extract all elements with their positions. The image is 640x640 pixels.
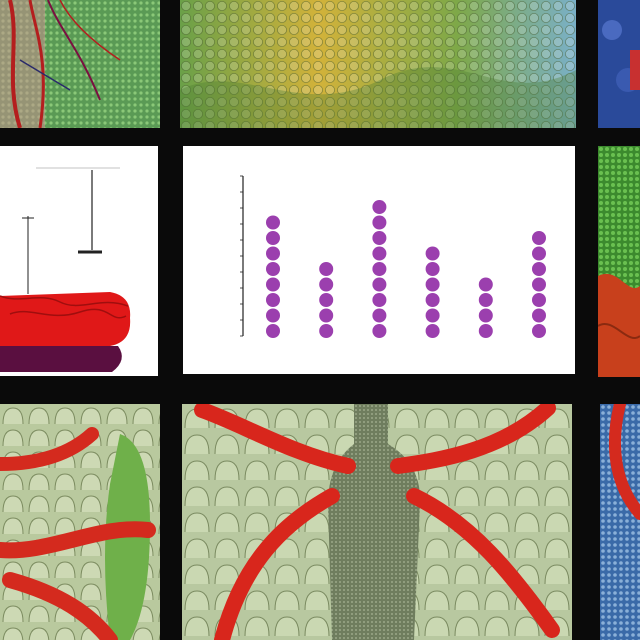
panel-blue-vessel: [600, 404, 640, 640]
panel-central-trunk: [182, 404, 572, 640]
data-dot: [372, 324, 387, 338]
data-dot: [266, 324, 280, 338]
data-dot: [319, 262, 334, 276]
data-dot: [425, 246, 440, 261]
data-dot: [266, 262, 280, 276]
panel-green-red-texture: [598, 146, 640, 382]
dot-column: [425, 246, 440, 338]
data-dot: [319, 277, 334, 292]
data-dot: [478, 293, 493, 307]
tissue-layer: [0, 292, 131, 346]
dot-column: [532, 231, 546, 338]
data-dot: [425, 308, 440, 323]
panel-probe-diagram: [0, 146, 158, 376]
data-dot: [532, 293, 546, 307]
dot-chart-panel: [183, 146, 575, 374]
data-dot: [372, 277, 387, 292]
base-layer: [0, 346, 122, 372]
data-dot: [266, 215, 280, 230]
panel-villi-vessels: [0, 404, 160, 640]
data-dot: [532, 308, 546, 323]
data-dot: [372, 246, 387, 261]
data-dot: [532, 277, 546, 292]
data-dot: [425, 293, 440, 307]
data-dot: [372, 231, 387, 245]
data-dot: [478, 324, 493, 338]
data-dot: [532, 231, 546, 245]
dot-chart: [240, 175, 546, 338]
data-dot: [532, 324, 546, 338]
data-dot: [319, 293, 334, 307]
data-dot: [372, 262, 387, 276]
caption-strip: [0, 377, 640, 389]
data-dot: [266, 308, 280, 323]
data-dot: [372, 215, 387, 230]
data-dot: [266, 231, 280, 245]
panel-tissue-vessels: [0, 0, 160, 128]
data-dot: [425, 262, 440, 276]
data-dot: [425, 324, 440, 338]
data-dot: [372, 200, 387, 214]
data-dot: [478, 308, 493, 323]
data-dot: [532, 262, 546, 276]
data-dot: [532, 246, 546, 261]
data-dot: [372, 308, 387, 323]
data-dot: [425, 277, 440, 292]
panel-blue-texture: [598, 0, 640, 128]
dot-column: [478, 277, 493, 338]
data-dot: [478, 277, 493, 292]
data-dot: [266, 293, 280, 307]
panel-scaled-texture: [180, 0, 576, 128]
dot-column: [372, 200, 387, 338]
data-dot: [266, 246, 280, 261]
data-dot: [319, 324, 334, 338]
dot-column: [266, 215, 280, 338]
data-dot: [319, 308, 334, 323]
dot-column: [319, 262, 334, 338]
data-dot: [372, 293, 387, 307]
data-dot: [266, 277, 280, 292]
